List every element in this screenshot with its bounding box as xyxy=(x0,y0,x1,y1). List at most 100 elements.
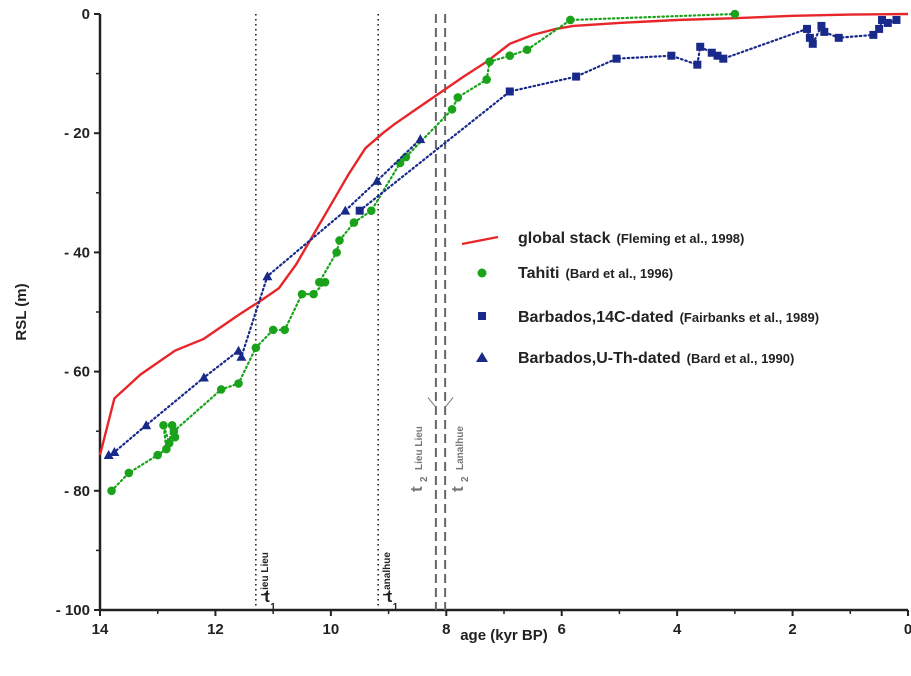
legend-ref: (Bard et al., 1990) xyxy=(687,351,795,366)
data-point-circle xyxy=(251,343,261,353)
data-point-circle xyxy=(216,385,226,394)
y-axis-label: RSL (m) xyxy=(13,283,30,340)
data-point-circle xyxy=(159,420,168,430)
legend-entry: Tahiti (Bard et al., 1996) xyxy=(518,265,673,282)
data-point-circle xyxy=(349,218,359,227)
data-point-square xyxy=(820,27,829,36)
data-point-square xyxy=(869,30,878,39)
x-tick-label: 14 xyxy=(92,621,109,638)
y-tick-label: - 80 xyxy=(64,483,90,500)
data-point-triangle xyxy=(236,351,247,361)
data-point-circle xyxy=(315,277,324,287)
marker-label: t 2 Lieu Lieu xyxy=(407,426,430,492)
data-point-circle xyxy=(730,9,740,19)
y-tick-label: - 100 xyxy=(56,602,90,619)
data-point-square xyxy=(612,54,621,63)
data-point-circle xyxy=(234,379,243,388)
data-point-circle xyxy=(280,325,289,335)
legend-entry: Barbados,14C-dated (Fairbanks et al., 198… xyxy=(518,309,819,326)
data-point-square xyxy=(719,54,728,63)
data-point-circle xyxy=(107,486,116,496)
data-point-square xyxy=(572,72,581,81)
marker-num: 2 xyxy=(419,476,430,482)
data-point-circle xyxy=(124,468,134,478)
data-point-square xyxy=(817,21,826,30)
marker-num: 1 xyxy=(393,602,399,613)
marker-main: t xyxy=(264,587,270,606)
data-point-triangle xyxy=(103,450,114,460)
x-tick-label: 0 xyxy=(904,621,911,638)
y-tick-label: - 20 xyxy=(64,125,90,142)
legend-name: global stack xyxy=(518,230,611,247)
data-point-circle xyxy=(297,289,307,299)
marker-main: t xyxy=(407,486,426,492)
data-point-square xyxy=(713,51,722,60)
data-point-triangle xyxy=(262,271,273,281)
data-point-triangle xyxy=(109,447,120,457)
x-tick-label: 12 xyxy=(207,621,224,638)
marker-label: t 2 Lanalhue xyxy=(448,426,471,492)
data-point-circle xyxy=(485,57,494,66)
y-tick-label: - 60 xyxy=(64,364,90,381)
y-tick-label: 0 xyxy=(82,6,90,23)
data-point-circle xyxy=(522,45,532,55)
marker-site: Lanalhue xyxy=(455,426,466,470)
data-point-circle xyxy=(447,105,457,114)
legend-entry: global stack (Fleming et al., 1998) xyxy=(518,230,744,247)
data-point-circle xyxy=(153,450,163,460)
marker-site: Lanalhue xyxy=(382,552,393,596)
legend-ref: (Fleming et al., 1998) xyxy=(616,231,744,246)
marker-site: Lieu Lieu xyxy=(414,426,425,470)
data-point-circle xyxy=(335,236,344,245)
data-point-circle xyxy=(482,75,491,84)
data-point-triangle xyxy=(415,134,426,144)
data-point-square xyxy=(875,24,884,33)
data-point-circle xyxy=(453,93,463,102)
series-line-0 xyxy=(98,12,909,456)
legend-entry: Barbados,U-Th-dated (Bard et al., 1990) xyxy=(518,350,794,367)
marker-connector xyxy=(427,397,437,408)
data-point-square xyxy=(693,60,702,69)
data-point-square xyxy=(355,206,364,215)
data-point-circle xyxy=(505,51,515,61)
x-tick-label: 8 xyxy=(442,621,450,638)
marker-main: t xyxy=(448,486,467,492)
series-line-1 xyxy=(110,12,736,492)
data-point-square xyxy=(805,33,814,42)
data-point-triangle xyxy=(372,175,383,185)
data-point-square xyxy=(892,15,901,24)
x-tick-label: 4 xyxy=(673,621,682,638)
x-tick-label: 2 xyxy=(788,621,796,638)
data-point-circle xyxy=(164,438,174,448)
data-point-triangle xyxy=(340,205,351,215)
legend-swatch-line xyxy=(461,235,499,246)
x-tick-label: 10 xyxy=(323,621,340,638)
data-point-triangle xyxy=(198,372,209,382)
data-point-circle xyxy=(366,206,376,215)
data-point-triangle xyxy=(141,420,152,430)
legend-ref: (Fairbanks et al., 1989) xyxy=(680,310,819,325)
marker-main: t xyxy=(387,587,393,606)
marker-connector xyxy=(444,397,454,408)
data-point-circle xyxy=(309,289,318,299)
data-point-square xyxy=(696,42,705,51)
data-point-square xyxy=(803,24,811,33)
series-line-2 xyxy=(358,18,898,212)
legend-swatch-triangle xyxy=(476,352,488,362)
legend-swatch-circle xyxy=(477,268,487,278)
data-point-circle xyxy=(268,325,278,335)
data-point-circle xyxy=(169,426,179,436)
data-point-square xyxy=(808,39,817,48)
data-point-square xyxy=(505,87,514,96)
data-point-square xyxy=(883,18,892,27)
legend-name: Tahiti xyxy=(518,265,559,282)
x-axis-label: age (kyr BP) xyxy=(460,627,548,644)
data-point-square xyxy=(667,51,676,60)
marker-site: Lieu Lieu xyxy=(260,552,271,596)
legend-swatch-square xyxy=(478,312,486,320)
x-tick-label: 6 xyxy=(558,621,566,638)
